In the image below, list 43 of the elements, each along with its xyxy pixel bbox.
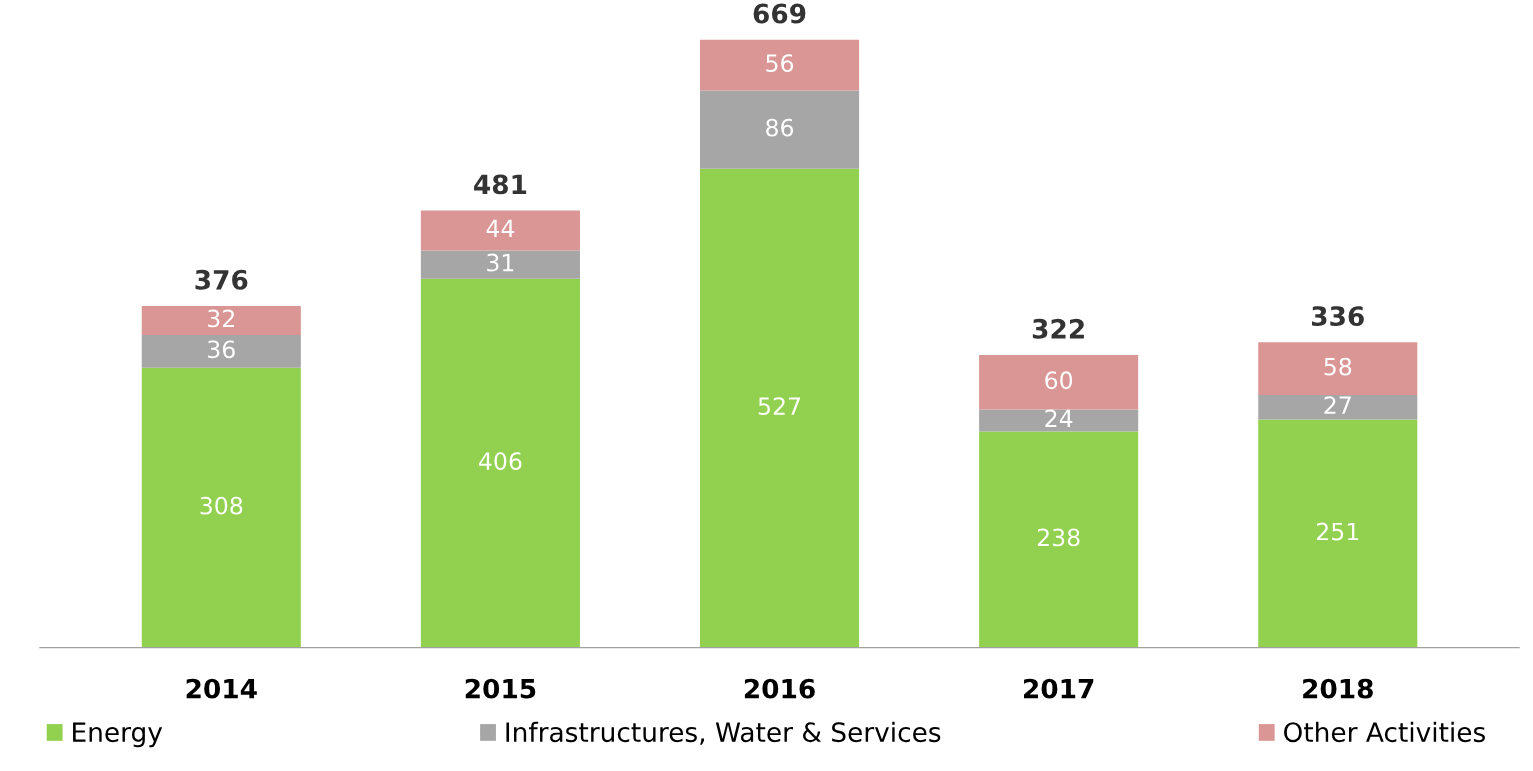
total-label: 669	[753, 3, 806, 24]
bar	[699, 168, 860, 648]
bar	[420, 210, 580, 251]
bar	[979, 409, 1139, 432]
bar	[979, 431, 1139, 648]
bar	[699, 39, 860, 91]
total-label: 336	[1312, 306, 1364, 327]
bar	[420, 250, 580, 279]
bar	[1258, 395, 1418, 420]
total-label: 376	[195, 269, 248, 290]
data-label: 238	[1037, 528, 1080, 547]
bar	[699, 90, 860, 169]
data-label: 56	[766, 54, 794, 73]
x-tick-label: 2016	[744, 678, 815, 699]
bar	[141, 305, 301, 336]
data-label: 27	[1324, 396, 1351, 414]
data-label: 251	[1316, 522, 1359, 541]
data-label: 36	[208, 340, 235, 359]
bar	[1258, 342, 1418, 396]
data-label: 32	[208, 309, 234, 328]
legend-label: Other Activities	[1284, 721, 1485, 743]
legend-label: Infrastructures, Water & Services	[506, 721, 941, 745]
x-tick-label: 2014	[186, 678, 257, 699]
x-tick-label: 2017	[1024, 678, 1094, 699]
bar	[420, 278, 580, 648]
total-label: 322	[1032, 318, 1084, 339]
data-label: 308	[200, 496, 243, 515]
bar	[141, 367, 301, 648]
bar	[141, 335, 301, 368]
bar	[1258, 419, 1418, 648]
data-label: 60	[1045, 371, 1073, 390]
data-label: 24	[1045, 409, 1073, 427]
data-label: 527	[758, 397, 801, 416]
bar	[979, 355, 1139, 410]
data-label: 44	[486, 219, 515, 238]
data-label: 406	[479, 452, 522, 471]
data-label: 58	[1324, 357, 1352, 376]
legend-label: Energy	[73, 722, 163, 748]
x-tick-label: 2018	[1303, 678, 1373, 699]
total-label: 481	[474, 174, 527, 195]
data-label: 86	[766, 118, 794, 137]
x-tick-label: 2015	[465, 678, 536, 699]
data-label: 31	[487, 253, 514, 272]
